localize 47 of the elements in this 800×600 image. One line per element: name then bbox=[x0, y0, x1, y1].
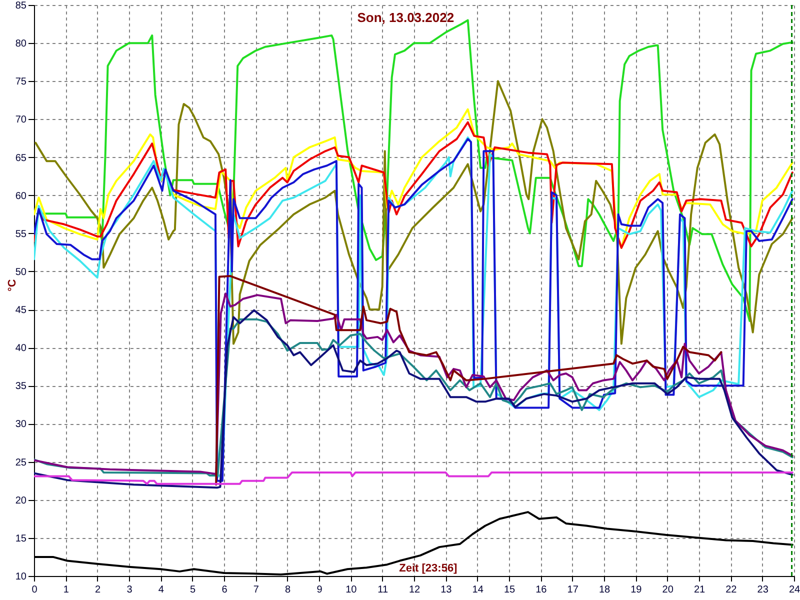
x-axis-title: Zeit [23:56] bbox=[399, 562, 458, 574]
line-series bbox=[34, 471, 794, 485]
x-tick-label: 10 bbox=[346, 584, 358, 596]
x-tick-label: 16 bbox=[536, 584, 548, 596]
y-tick-label: 75 bbox=[15, 76, 27, 88]
x-tick-label: 4 bbox=[158, 584, 164, 596]
x-tick-label: 11 bbox=[378, 584, 388, 596]
x-tick-label: 6 bbox=[222, 584, 228, 596]
y-tick-label: 85 bbox=[15, 0, 27, 12]
y-axis-title: °C bbox=[6, 279, 18, 292]
y-tick-label: 55 bbox=[15, 228, 27, 240]
y-tick-label: 45 bbox=[15, 305, 27, 316]
x-tick-label: 13 bbox=[440, 584, 452, 596]
x-tick-label: 22 bbox=[726, 584, 738, 596]
x-tick-label: 18 bbox=[598, 584, 610, 596]
x-tick-label: 0 bbox=[32, 584, 38, 596]
x-tick-label: 8 bbox=[285, 584, 292, 596]
y-tick-label: 70 bbox=[15, 114, 27, 126]
y-tick-label: 60 bbox=[15, 190, 27, 202]
y-tick-label: 10 bbox=[15, 572, 27, 582]
x-tick-label: 20 bbox=[662, 584, 674, 596]
line-series bbox=[34, 80, 794, 345]
y-tick-label: 30 bbox=[15, 419, 27, 430]
y-tick-label: 25 bbox=[15, 457, 27, 468]
x-tick-label: 9 bbox=[316, 584, 323, 596]
x-tick-label: 1 bbox=[63, 584, 70, 596]
y-tick-label: 65 bbox=[15, 152, 27, 164]
y-tick-label: 35 bbox=[15, 381, 27, 392]
x-tick-label: 7 bbox=[253, 584, 260, 596]
y-tick-label: 15 bbox=[15, 533, 27, 544]
chart-title: Son, 13.03.2022 bbox=[357, 10, 454, 25]
y-tick-label: 40 bbox=[15, 343, 27, 354]
x-tick-label: 19 bbox=[630, 584, 642, 596]
x-tick-label: 14 bbox=[472, 584, 484, 596]
y-tick-label: 80 bbox=[15, 38, 27, 50]
x-tick-label: 17 bbox=[567, 584, 579, 596]
y-tick-label: 50 bbox=[15, 266, 27, 278]
y-tick-label: 20 bbox=[15, 495, 27, 506]
x-tick-label: 3 bbox=[126, 584, 133, 596]
x-tick-label: 15 bbox=[504, 584, 516, 596]
x-tick-label: 21 bbox=[694, 584, 706, 596]
x-tick-label: 2 bbox=[95, 584, 102, 596]
x-tick-label: 12 bbox=[408, 584, 420, 596]
x-tick-label: 23 bbox=[757, 584, 769, 596]
x-tick-label: 5 bbox=[190, 584, 196, 596]
x-tick-label: 24 bbox=[788, 584, 800, 596]
line-series bbox=[215, 275, 722, 486]
